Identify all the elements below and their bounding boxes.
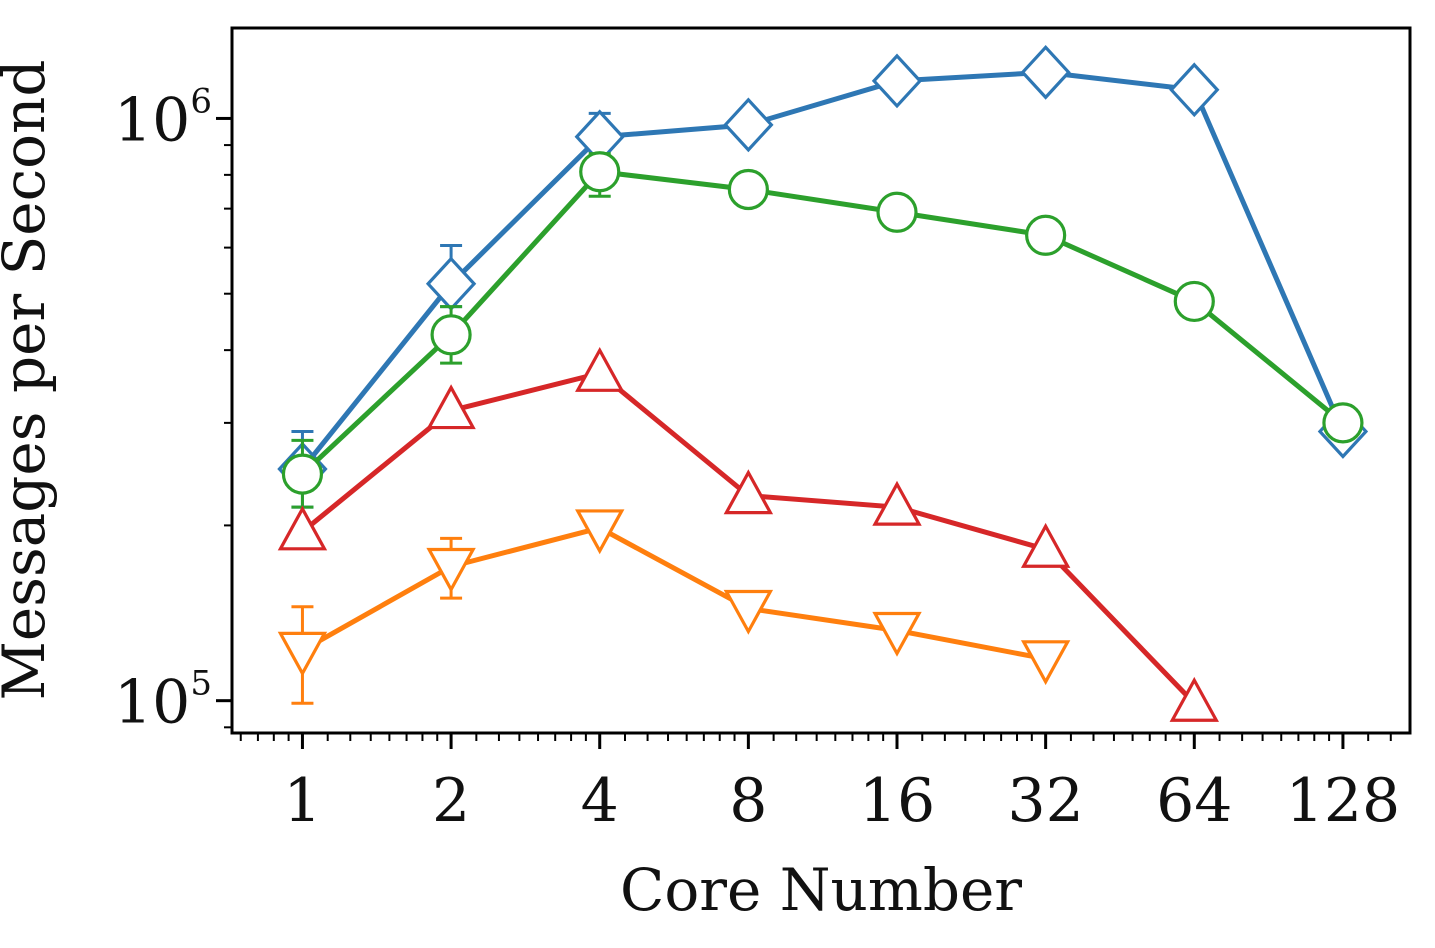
x-tick-label: 8 bbox=[729, 766, 767, 836]
y-tick-label: 105 bbox=[114, 664, 212, 738]
data-point-circle bbox=[579, 151, 621, 193]
x-tick-label: 16 bbox=[859, 766, 935, 836]
data-point-diamond bbox=[871, 53, 923, 109]
axis-ticks bbox=[216, 116, 1392, 749]
x-axis-title: Core Number bbox=[620, 856, 1022, 924]
data-point-triangle-up bbox=[277, 505, 328, 551]
x-tick-label: 32 bbox=[1007, 766, 1083, 836]
data-point-triangle-up bbox=[723, 469, 774, 515]
plot-frame bbox=[230, 26, 1412, 735]
x-tick-label: 128 bbox=[1286, 766, 1401, 836]
data-point-circle bbox=[1173, 280, 1215, 323]
series-blue bbox=[277, 44, 1369, 509]
data-point-circle bbox=[1025, 214, 1067, 256]
data-point-circle bbox=[727, 168, 769, 211]
data-point-triangle-down bbox=[277, 631, 328, 677]
data-point-triangle-down bbox=[575, 509, 625, 555]
x-tick-label: 4 bbox=[581, 766, 619, 836]
plot-series bbox=[277, 44, 1369, 722]
data-point-circle bbox=[430, 314, 472, 356]
data-point-circle bbox=[1322, 402, 1364, 444]
data-point-circle bbox=[281, 453, 324, 495]
x-tick-label: 1 bbox=[283, 766, 321, 836]
series-line bbox=[300, 169, 1345, 476]
data-point-circle bbox=[876, 191, 918, 233]
x-tick-label: 2 bbox=[432, 766, 470, 836]
data-point-diamond bbox=[1020, 44, 1071, 100]
data-point-triangle-up bbox=[1169, 676, 1219, 722]
data-point-triangle-down bbox=[723, 589, 774, 635]
data-point-diamond bbox=[723, 97, 774, 153]
data-point-triangle-up bbox=[872, 480, 922, 526]
y-axis-title: Messages per Second bbox=[0, 59, 58, 700]
series-orange bbox=[277, 509, 1071, 705]
series-line bbox=[301, 525, 1047, 662]
data-point-triangle-down bbox=[426, 547, 476, 593]
series-red bbox=[277, 346, 1219, 722]
data-point-triangle-down bbox=[872, 611, 922, 657]
data-point-triangle-up bbox=[1020, 522, 1071, 568]
tick-labels: 1 2 4 8 16 32 64 128 105 106 bbox=[114, 81, 1400, 836]
y-tick-label: 106 bbox=[114, 81, 212, 155]
series-line bbox=[300, 69, 1346, 471]
data-point-triangle-up bbox=[426, 384, 476, 430]
x-tick-label: 64 bbox=[1156, 766, 1232, 836]
data-point-triangle-up bbox=[575, 346, 625, 392]
data-point-triangle-down bbox=[1020, 640, 1071, 686]
data-point-diamond bbox=[1169, 62, 1220, 118]
series-green bbox=[281, 151, 1364, 509]
